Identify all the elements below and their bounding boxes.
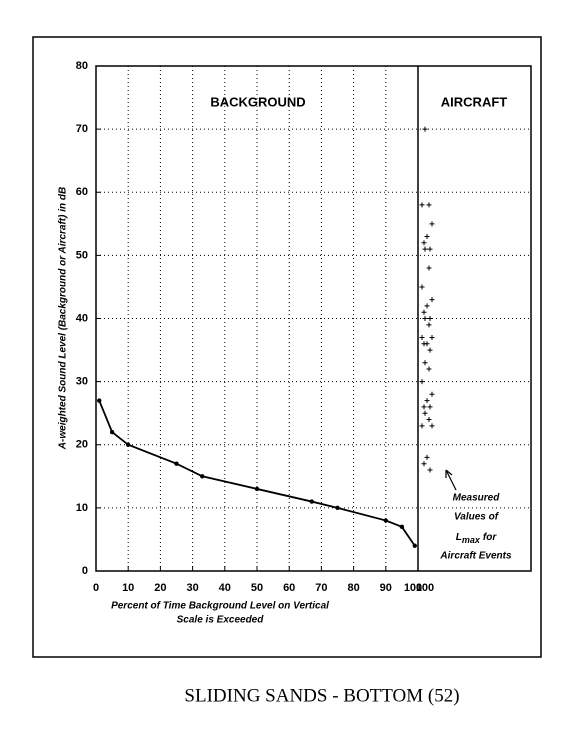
- panel-title: AIRCRAFT: [441, 94, 507, 109]
- aircraft-event: [422, 246, 428, 252]
- plot-frame: [95, 65, 532, 572]
- x-tick-label: 100: [404, 582, 422, 594]
- aircraft-event: [427, 347, 433, 353]
- annotation: Measured: [453, 493, 501, 504]
- x-axis-label: Percent of Time Background Level on Vert…: [111, 601, 329, 612]
- x-tick-label: 80: [347, 582, 359, 594]
- x-tick-label: 40: [219, 582, 231, 594]
- aircraft-event: [426, 366, 432, 372]
- aircraft-event: [426, 417, 432, 422]
- data-point: [335, 505, 340, 511]
- aircraft-event: [429, 334, 435, 340]
- aircraft-event: [427, 404, 433, 410]
- x-tick-label: 20: [154, 582, 166, 594]
- data-point: [200, 474, 205, 479]
- aircraft-event: [429, 221, 435, 227]
- data-point: [126, 442, 131, 447]
- y-tick-label: 40: [76, 312, 88, 324]
- aircraft-event: [419, 284, 425, 290]
- annotation-arrow: [445, 469, 457, 491]
- y-tick-label: 60: [76, 186, 88, 198]
- caption: SLIDING SANDS - BOTTOM (52): [184, 685, 459, 706]
- aircraft-event: [419, 423, 425, 429]
- data-point: [174, 461, 179, 466]
- y-axis-label: A-weighted Sound Level (Background or Ai…: [58, 187, 69, 450]
- annotation: Aircraft Events: [439, 551, 512, 562]
- data-point: [109, 429, 115, 435]
- x-axis-label: Scale is Exceeded: [177, 615, 265, 626]
- annotation: Values of: [454, 512, 500, 523]
- aircraft-event: [426, 202, 432, 208]
- aircraft-event: [424, 303, 430, 309]
- aircraft-event: [421, 341, 427, 347]
- aircraft-event: [421, 404, 427, 410]
- aircraft-event: [429, 423, 435, 429]
- aircraft-event: [424, 233, 430, 239]
- aircraft-event: [427, 316, 433, 321]
- data-point: [254, 486, 260, 492]
- aircraft-event: [424, 454, 430, 460]
- aircraft-event: [421, 309, 427, 315]
- annotation-subscript: max: [462, 535, 481, 545]
- aircraft-event: [427, 246, 433, 252]
- y-tick-label: 20: [76, 439, 88, 451]
- x-tick-label: 30: [186, 582, 198, 594]
- y-tick-label: 0: [82, 565, 88, 577]
- aircraft-event: [419, 202, 425, 208]
- x-tick-label: 60: [283, 582, 295, 594]
- frame: [32, 36, 542, 658]
- aircraft-event: [426, 322, 432, 328]
- x-tick-label: 50: [251, 582, 263, 594]
- data-point: [412, 543, 417, 548]
- aircraft-event: [422, 360, 428, 366]
- x-tick-label: 70: [315, 582, 327, 594]
- data-point: [399, 524, 405, 530]
- aircraft-event: [424, 398, 430, 404]
- aircraft-event: [422, 410, 428, 416]
- aircraft-event: [426, 265, 432, 271]
- data-point: [383, 518, 388, 523]
- aircraft-event: [429, 391, 435, 397]
- x-tick-label: 90: [380, 582, 392, 594]
- aircraft-event: [429, 297, 435, 303]
- aircraft-event: [419, 379, 425, 385]
- annotation-text: for: [483, 532, 497, 543]
- y-tick-label: 80: [76, 60, 88, 72]
- y-tick-label: 10: [76, 502, 88, 514]
- aircraft-event: [421, 240, 427, 246]
- data-point: [97, 398, 102, 403]
- aircraft-event: [422, 126, 428, 132]
- y-tick-label: 50: [76, 249, 88, 261]
- aircraft-event: [422, 316, 428, 321]
- aircraft-event: [421, 461, 427, 467]
- y-tick-label: 30: [76, 376, 88, 388]
- annotation: Lmax for: [456, 532, 498, 546]
- data-point: [309, 499, 314, 504]
- aircraft-event: [419, 334, 425, 340]
- aircraft-category: 100: [416, 582, 434, 594]
- y-tick-label: 70: [76, 123, 88, 135]
- x-tick-label: 10: [122, 582, 134, 594]
- annotation-symbol: L: [456, 532, 462, 543]
- x-tick-label: 0: [93, 582, 99, 594]
- panel-title: BACKGROUND: [210, 94, 305, 109]
- aircraft-event: [427, 467, 433, 473]
